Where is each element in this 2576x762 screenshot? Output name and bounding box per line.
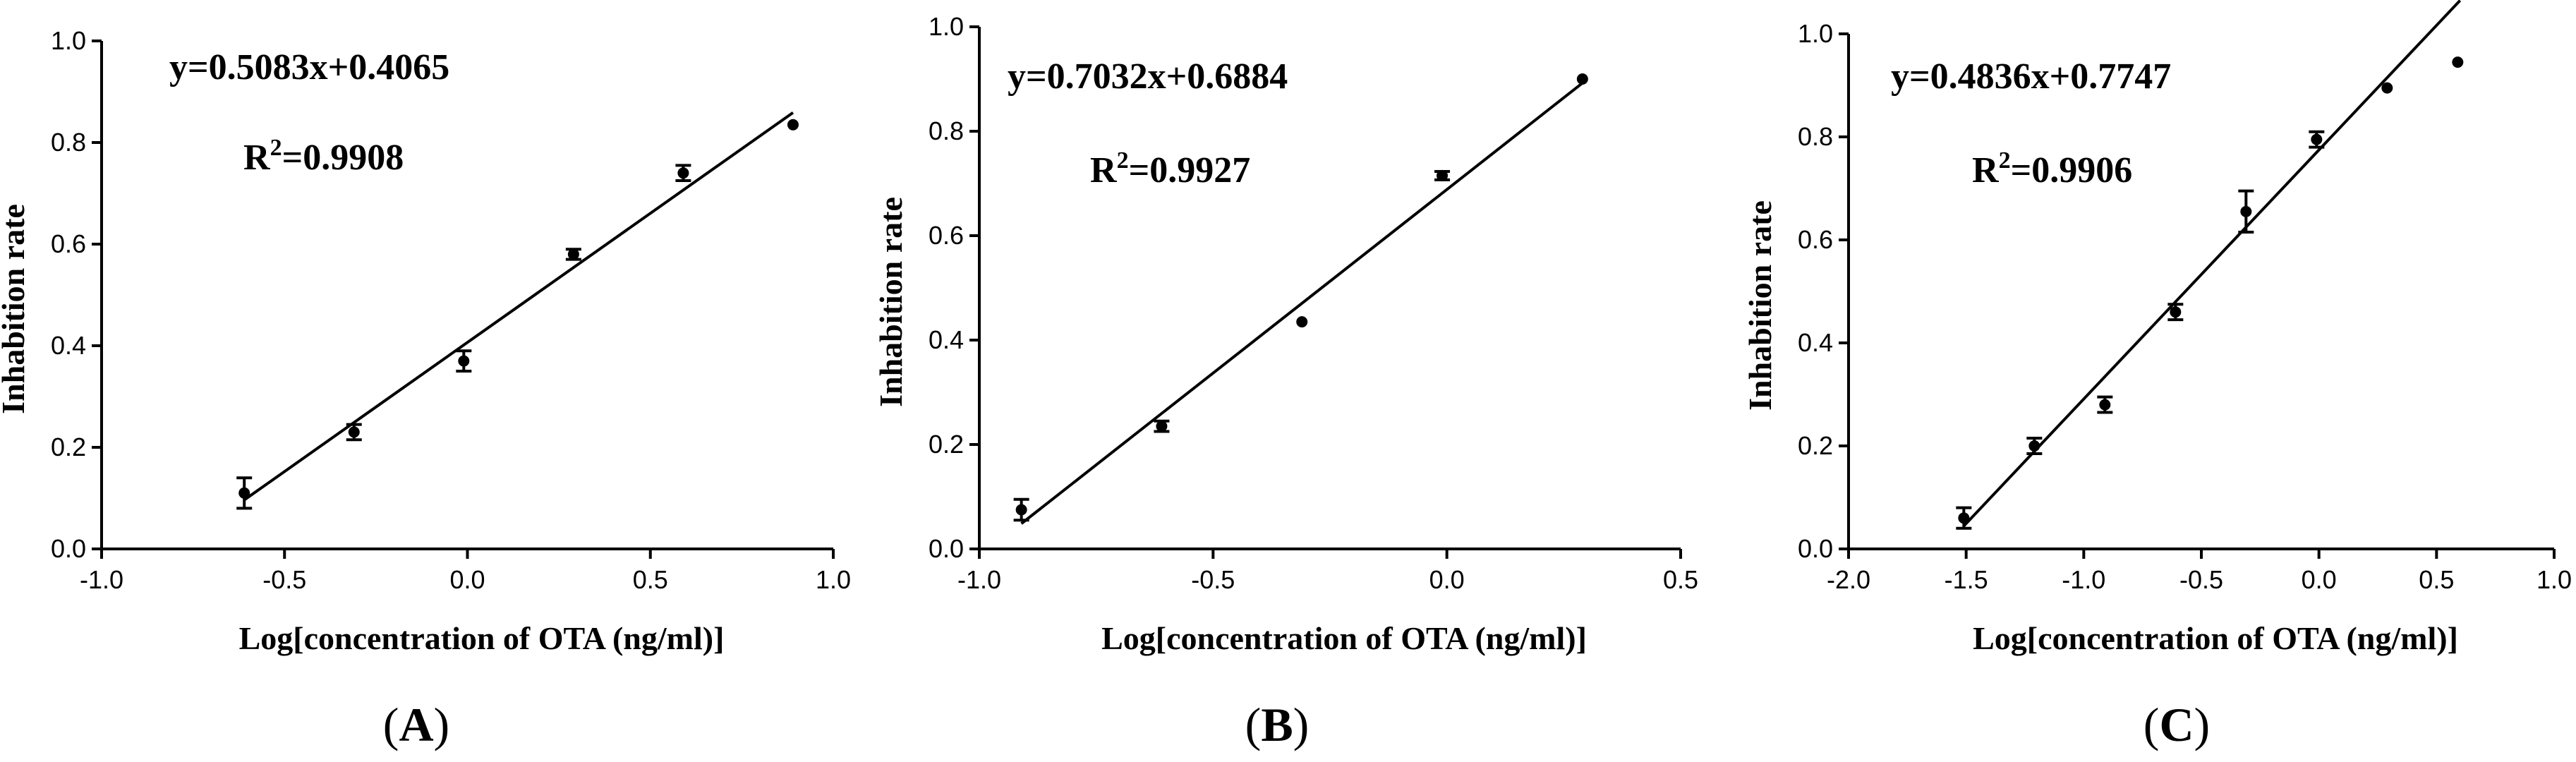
data-point bbox=[677, 167, 689, 179]
x-tick-label: -0.5 bbox=[2179, 565, 2223, 594]
x-tick-label: 0.5 bbox=[2419, 565, 2454, 594]
data-point bbox=[1015, 504, 1027, 516]
data-point bbox=[1958, 512, 1970, 524]
data-point bbox=[2311, 133, 2323, 145]
data-point bbox=[2028, 440, 2040, 452]
y-tick-label: 0.4 bbox=[929, 325, 964, 354]
r-squared-symbol: R bbox=[243, 138, 271, 178]
r-squared-superscript: 2 bbox=[270, 135, 282, 161]
y-axis-title: Inhabition rate bbox=[0, 204, 31, 414]
y-tick-label: 0.8 bbox=[929, 116, 964, 145]
y-tick-label: 0.0 bbox=[929, 534, 964, 563]
chart-panel-1: 0.0 0.2 0.4 0.6 0.8 1.0 -1.0 -0.5 0.0 0.5 1.0 Log[c… bbox=[0, 26, 851, 751]
r-squared-symbol: R bbox=[1972, 150, 2000, 190]
y-tick-label: 0.2 bbox=[51, 433, 86, 461]
x-tick-label: 0.5 bbox=[1663, 565, 1698, 594]
r-squared-value: =0.9906 bbox=[2011, 150, 2133, 190]
x-tick-label: 0.0 bbox=[1429, 565, 1465, 594]
data-point bbox=[2452, 56, 2464, 68]
y-tick-label: 1.0 bbox=[929, 12, 964, 41]
y-tick-label: 0.8 bbox=[1798, 122, 1833, 151]
data-point bbox=[1437, 169, 1449, 181]
data-point bbox=[1296, 316, 1308, 328]
data-point bbox=[567, 248, 579, 260]
panel-label: (A) bbox=[383, 698, 449, 751]
panel-label: (B) bbox=[1245, 698, 1310, 751]
x-tick-label: -1.0 bbox=[2062, 565, 2105, 594]
chart-panel-3: 0.0 0.2 0.4 0.6 0.8 1.0 -2.0 -1.5 -1.0 -0.5 0.0 0.5… bbox=[1742, 0, 2572, 751]
x-tick-label: -2.0 bbox=[1827, 565, 1870, 594]
y-tick-label: 0.0 bbox=[1798, 534, 1833, 563]
x-tick-label: 1.0 bbox=[2536, 565, 2572, 594]
x-tick-label: -0.5 bbox=[262, 565, 306, 594]
y-tick-label: 0.4 bbox=[1798, 328, 1833, 357]
data-point bbox=[2381, 82, 2393, 94]
data-point bbox=[2240, 205, 2252, 217]
r-squared-superscript: 2 bbox=[1999, 147, 2011, 174]
y-axis-title: Inhabition rate bbox=[1742, 200, 1778, 411]
regression-line bbox=[243, 111, 794, 502]
chart-panel-2: 0.0 0.2 0.4 0.6 0.8 1.0 -1.0 -0.5 0.0 0.5 Log[conc… bbox=[873, 12, 1698, 751]
y-tick-label: 1.0 bbox=[51, 26, 86, 55]
regression-equation: y=0.7032x+0.6884 bbox=[1008, 56, 1288, 97]
data-point bbox=[787, 119, 799, 131]
y-tick-label: 0.6 bbox=[1798, 225, 1833, 254]
y-tick-label: 0.0 bbox=[51, 534, 86, 563]
y-tick-label: 0.8 bbox=[51, 128, 86, 157]
x-tick-label: 1.0 bbox=[816, 565, 851, 594]
r-squared-label: R2=0.9927 bbox=[1090, 147, 1250, 190]
x-tick-label: -1.0 bbox=[80, 565, 123, 594]
y-tick-label: 0.2 bbox=[1798, 431, 1833, 460]
x-axis-title: Log[concentration of OTA (ng/ml)] bbox=[1101, 620, 1587, 656]
x-tick-label: -1.5 bbox=[1945, 565, 1988, 594]
regression-line bbox=[1962, 0, 2462, 527]
y-tick-label: 0.2 bbox=[929, 430, 964, 459]
x-tick-label: 0.5 bbox=[633, 565, 668, 594]
x-tick-label: 0.0 bbox=[2302, 565, 2337, 594]
data-point bbox=[458, 355, 470, 367]
data-point bbox=[238, 487, 250, 499]
regression-line bbox=[1020, 82, 1584, 525]
data-point bbox=[2170, 306, 2182, 318]
y-axis-title: Inhabition rate bbox=[873, 197, 909, 407]
data-point bbox=[1576, 73, 1588, 85]
r-squared-superscript: 2 bbox=[1117, 147, 1129, 174]
data-point bbox=[1156, 421, 1168, 433]
y-tick-label: 1.0 bbox=[1798, 19, 1833, 48]
regression-equation: y=0.5083x+0.4065 bbox=[169, 47, 449, 87]
data-point bbox=[348, 426, 360, 438]
r-squared-value: =0.9908 bbox=[282, 138, 404, 178]
r-squared-symbol: R bbox=[1090, 150, 1118, 190]
x-axis-title: Log[concentration of OTA (ng/ml)] bbox=[239, 620, 725, 656]
y-tick-label: 0.6 bbox=[929, 221, 964, 250]
r-squared-label: R2=0.9906 bbox=[1972, 147, 2132, 190]
x-tick-label: -0.5 bbox=[1191, 565, 1235, 594]
r-squared-value: =0.9927 bbox=[1129, 150, 1251, 190]
x-axis-title: Log[concentration of OTA (ng/ml)] bbox=[1973, 620, 2458, 656]
regression-equation: y=0.4836x+0.7747 bbox=[1891, 56, 2171, 97]
x-tick-label: 0.0 bbox=[449, 565, 485, 594]
r-squared-label: R2=0.9908 bbox=[243, 135, 404, 178]
data-point bbox=[2099, 399, 2111, 411]
x-tick-label: -1.0 bbox=[957, 565, 1001, 594]
y-tick-label: 0.6 bbox=[51, 229, 86, 258]
y-tick-label: 0.4 bbox=[51, 331, 86, 360]
panel-label: (C) bbox=[2143, 698, 2210, 751]
